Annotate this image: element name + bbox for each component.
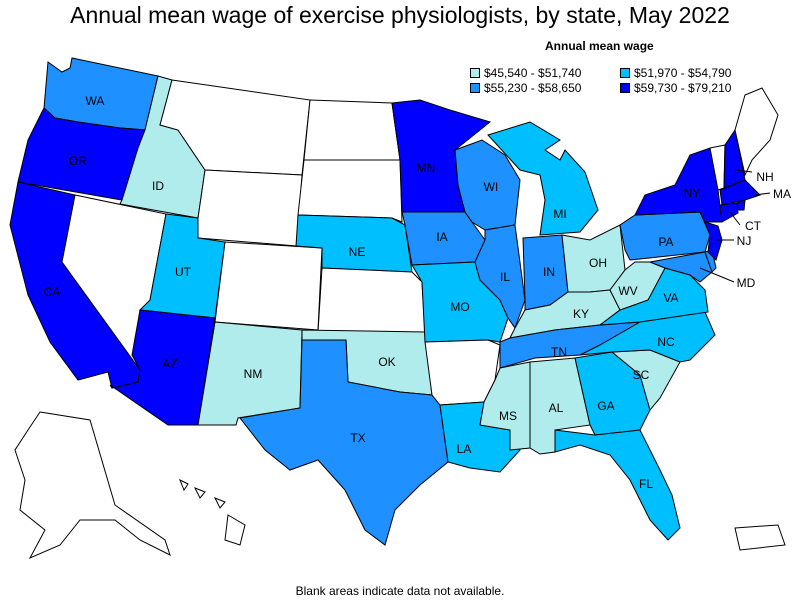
state-label-sc: SC	[633, 368, 650, 382]
state-label-tx: TX	[350, 431, 365, 445]
state-label-nj: NJ	[737, 234, 752, 248]
state-label-oh: OH	[589, 256, 607, 270]
state-label-ok: OK	[378, 355, 395, 369]
state-label-nm: NM	[244, 367, 263, 381]
legend-label-1: $45,540 - $51,740	[484, 66, 582, 80]
state-label-id: ID	[152, 179, 164, 193]
state-label-mi: MI	[553, 207, 566, 221]
state-label-md: MD	[737, 276, 756, 290]
state-hi[interactable]	[179, 478, 246, 546]
state-label-ny: NY	[684, 186, 701, 200]
legend-swatch-4	[620, 83, 630, 93]
state-ks[interactable]	[317, 267, 426, 333]
footnote: Blank areas indicate data not available.	[295, 584, 505, 598]
state-fl[interactable]	[554, 429, 681, 541]
state-label-ia: IA	[436, 230, 447, 244]
state-tx[interactable]	[239, 339, 449, 546]
legend-item-4: $59,730 - $79,210	[620, 81, 731, 95]
leader-line-md	[699, 267, 735, 283]
state-nj[interactable]	[704, 221, 723, 261]
state-label-la: LA	[457, 442, 472, 456]
map-title: Annual mean wage of exercise physiologis…	[70, 2, 730, 28]
state-label-wa: WA	[86, 94, 105, 108]
legend-label-3: $55,230 - $58,650	[484, 81, 582, 95]
state-sd[interactable]	[297, 159, 403, 223]
state-label-mo: MO	[450, 300, 469, 314]
state-label-or: OR	[69, 154, 87, 168]
state-label-ga: GA	[597, 399, 614, 413]
leader-line-ma	[754, 192, 771, 196]
state-label-ky: KY	[573, 307, 589, 321]
state-ak[interactable]	[14, 411, 171, 560]
state-labels: WA OR CA ID UT AZ NM NE OK TX MN IA MO L…	[44, 94, 791, 491]
legend-item-2: $51,970 - $54,790	[620, 66, 731, 80]
state-label-wi: WI	[484, 180, 499, 194]
state-mi[interactable]	[487, 121, 599, 236]
legend-swatch-1	[470, 68, 480, 78]
legend-label-2: $51,970 - $54,790	[634, 66, 732, 80]
leader-line-ct	[729, 211, 741, 226]
state-label-mn: MN	[417, 161, 436, 175]
legend-swatch-3	[470, 83, 480, 93]
state-pr[interactable]	[734, 524, 786, 551]
state-label-il: IL	[500, 270, 510, 284]
state-ny[interactable]	[634, 147, 723, 223]
state-label-pa: PA	[658, 235, 673, 249]
state-ma[interactable]	[719, 179, 761, 206]
state-label-nh: NH	[756, 170, 773, 184]
state-label-ut: UT	[175, 265, 192, 279]
state-co[interactable]	[214, 241, 323, 331]
state-wy[interactable]	[197, 169, 303, 247]
state-label-ca: CA	[44, 285, 61, 299]
legend-label-4: $59,730 - $79,210	[634, 81, 732, 95]
state-label-va: VA	[663, 291, 678, 305]
state-label-ms: MS	[499, 409, 517, 423]
state-label-in: IN	[543, 265, 555, 279]
state-label-nc: NC	[657, 335, 675, 349]
state-label-fl: FL	[639, 477, 653, 491]
state-il[interactable]	[474, 224, 526, 330]
state-label-wv: WV	[618, 284, 637, 298]
state-label-ma: MA	[773, 187, 791, 201]
legend-title: Annual mean wage	[545, 39, 654, 53]
state-nd[interactable]	[303, 99, 401, 161]
legend-item-3: $55,230 - $58,650	[470, 81, 581, 95]
state-label-al: AL	[549, 401, 564, 415]
legend-swatch-2	[620, 68, 630, 78]
state-label-az: AZ	[162, 357, 177, 371]
state-label-tn: TN	[551, 345, 567, 359]
state-ct[interactable]	[719, 202, 739, 223]
legend-item-1: $45,540 - $51,740	[470, 66, 581, 80]
state-label-ne: NE	[349, 245, 366, 259]
leader-line-nh	[734, 169, 753, 173]
state-me[interactable]	[734, 87, 779, 177]
state-label-ct: CT	[745, 219, 762, 233]
